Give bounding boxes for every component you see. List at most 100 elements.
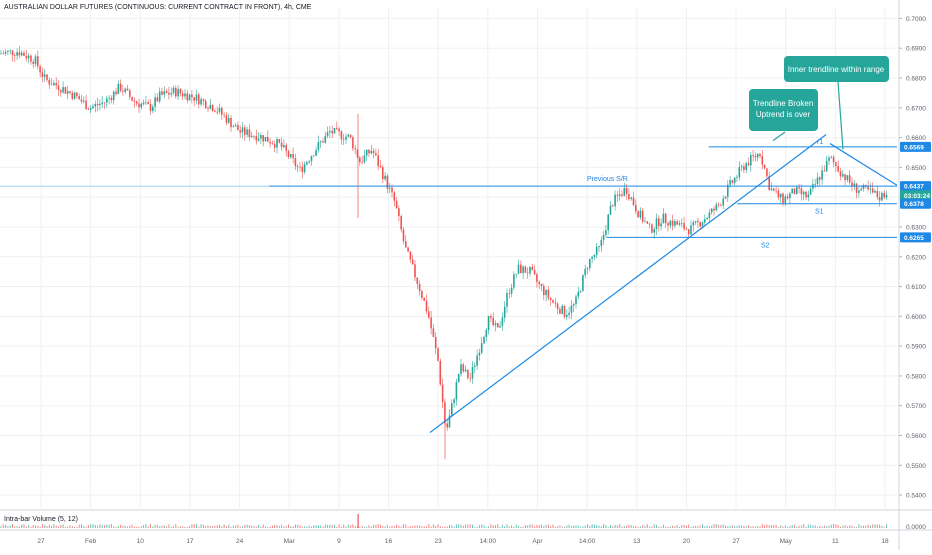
volume-bar: [741, 525, 743, 528]
volume-bar: [334, 525, 335, 528]
candle-body: [303, 164, 306, 172]
volume-bar: [200, 524, 202, 528]
volume-bar: [179, 526, 181, 528]
candle-body: [789, 193, 791, 199]
candle-body: [586, 268, 589, 269]
candle-body: [448, 415, 451, 428]
candle-body: [779, 193, 782, 198]
candle-body: [221, 108, 223, 115]
volume-bar: [536, 524, 538, 528]
volume-bar: [67, 526, 69, 528]
volume-bar: [633, 526, 634, 528]
candle-body: [177, 89, 179, 97]
volume-bar: [398, 525, 400, 528]
candle-body: [253, 135, 255, 137]
volume-bar: [202, 524, 204, 528]
x-tick-label: Apr: [532, 538, 543, 545]
volume-bar: [409, 526, 411, 528]
candle-body: [798, 187, 800, 189]
volume-bar: [7, 526, 9, 528]
volume-bar: [221, 526, 223, 528]
candle-body: [379, 166, 382, 168]
volume-bar: [476, 526, 478, 528]
volume-bar: [635, 525, 637, 528]
candle-body: [515, 273, 517, 275]
candle-body: [536, 274, 538, 282]
volume-bar: [748, 525, 749, 528]
volume-bar: [651, 526, 653, 528]
candle-body: [704, 219, 706, 223]
candle-body: [885, 195, 888, 198]
candle-body: [623, 187, 626, 196]
candle-body: [184, 93, 186, 97]
volume-bar: [711, 525, 713, 528]
x-tick-label: Mar: [284, 538, 296, 545]
volume-bar: [214, 525, 216, 528]
volume-bar: [170, 526, 172, 528]
volume-bar: [522, 526, 524, 528]
volume-bar: [846, 526, 848, 528]
volume-bar: [690, 526, 692, 528]
candle-body: [85, 100, 87, 110]
candle-body: [106, 98, 108, 103]
candle-body: [234, 125, 237, 127]
candle-body: [531, 266, 534, 271]
candle-body: [499, 325, 501, 328]
candle-body: [782, 193, 784, 204]
volume-bar: [653, 524, 655, 528]
candle-body: [108, 97, 110, 99]
candle-body: [469, 377, 471, 379]
volume-bar: [274, 524, 276, 528]
volume-bar: [453, 526, 455, 528]
volume-bar: [458, 524, 460, 528]
volume-bar: [46, 525, 48, 528]
candle-body: [632, 197, 635, 206]
volume-bar: [665, 526, 667, 528]
candle-body: [802, 191, 805, 195]
volume-bar: [32, 525, 34, 528]
candle-body: [398, 208, 400, 217]
volume-pane-label: Intra-bar Volume (5, 12): [4, 516, 78, 523]
volume-bar: [225, 526, 227, 528]
candle-body: [338, 128, 340, 132]
y-tick-label: 0.6100: [906, 284, 926, 291]
candle-body: [248, 129, 251, 138]
candle-body: [57, 85, 60, 91]
volume-bar: [21, 524, 23, 528]
candle-body: [754, 155, 757, 158]
volume-bar: [612, 526, 614, 528]
volume-bar: [147, 526, 149, 528]
volume-bar: [230, 526, 232, 528]
candle-body: [287, 151, 290, 157]
volume-bar: [182, 526, 184, 528]
volume-bar: [366, 526, 368, 528]
volume-bar: [718, 525, 720, 528]
candle-body: [356, 149, 359, 158]
candle-body: [2, 53, 5, 55]
volume-bar: [127, 526, 128, 528]
volume-bar: [853, 526, 855, 528]
candle-body: [147, 102, 149, 104]
volume-bar: [209, 525, 211, 528]
volume-bar: [267, 526, 269, 528]
volume-bar: [396, 524, 398, 528]
volume-bars: [0, 514, 887, 528]
candle-body: [605, 230, 607, 235]
candle-body: [717, 204, 720, 206]
candle-body: [671, 220, 674, 226]
volume-bar: [773, 524, 775, 528]
candle-body: [678, 223, 681, 225]
candle-body: [517, 264, 520, 274]
volume-bar: [133, 526, 135, 528]
candle-body: [94, 104, 97, 107]
candle-body: [768, 176, 770, 190]
volume-bar: [163, 525, 165, 528]
volume-bar: [702, 524, 703, 528]
volume-bar: [317, 525, 319, 528]
candle-body: [0, 53, 2, 55]
volume-bar: [681, 524, 683, 528]
candle-body: [306, 162, 308, 165]
candle-body: [457, 374, 460, 382]
candle-body: [770, 188, 773, 190]
